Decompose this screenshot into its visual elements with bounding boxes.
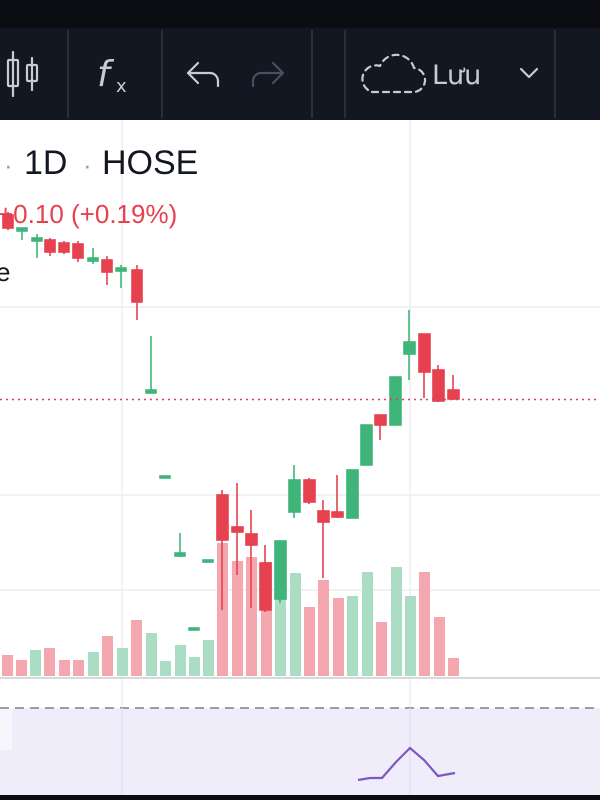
- save-menu-chevron[interactable]: [519, 67, 539, 79]
- interval: 1D: [24, 144, 67, 182]
- chart-pane: [0, 120, 600, 795]
- cloud-icon: [361, 53, 427, 94]
- undo-button[interactable]: [186, 61, 220, 88]
- oscillator-label-box: [0, 708, 12, 750]
- candles: [2, 212, 460, 631]
- oscillator-pane: [0, 708, 600, 795]
- bottom-bar: [0, 795, 600, 800]
- symbol-header: · 1D · HOSE: [4, 144, 198, 182]
- status-bar: [0, 0, 600, 28]
- exchange: HOSE: [102, 144, 198, 182]
- redo-button[interactable]: [251, 61, 285, 88]
- indicator-label: e: [0, 257, 10, 287]
- chart-type-button[interactable]: [6, 50, 39, 98]
- separator-dot: ·: [4, 150, 13, 180]
- oscillator-line: [357, 746, 456, 782]
- separator-dot: ·: [83, 150, 92, 180]
- save-button[interactable]: Lưu: [361, 53, 481, 94]
- save-label: Lưu: [432, 60, 481, 91]
- toolbar: [0, 28, 600, 120]
- price-change: +0.10 (+0.19%): [0, 199, 177, 229]
- volume-bars: [2, 543, 459, 676]
- function-icon-sub: x: [116, 76, 127, 97]
